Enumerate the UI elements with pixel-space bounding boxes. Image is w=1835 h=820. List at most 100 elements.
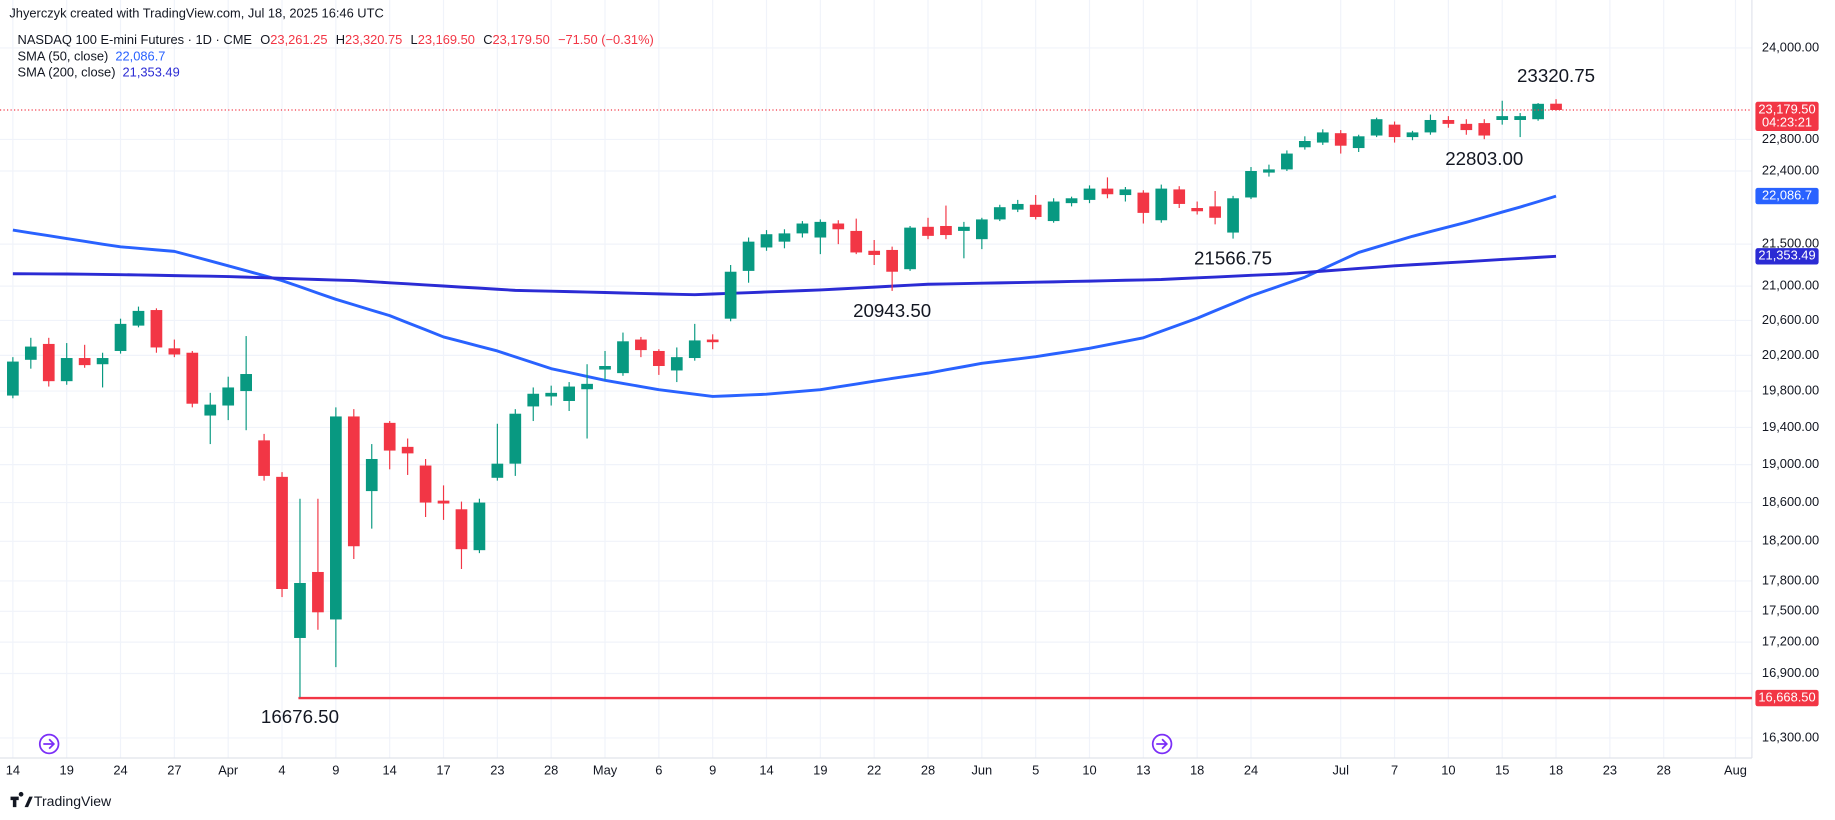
candle-body (24, 346, 37, 360)
symbol-legend: NASDAQ 100 E-mini Futures · 1D · CME O23… (18, 32, 654, 47)
ohlc-value: 23,261.25 (270, 32, 327, 47)
candle-body (186, 352, 199, 404)
sma-tag-label: 22,086.7 (1762, 188, 1812, 203)
x-tick-label: 10 (1082, 762, 1096, 777)
change: −71.50 (−0.31%) (558, 32, 654, 47)
y-tick-label: 16,300.00 (1762, 729, 1819, 744)
candle-body (724, 271, 737, 319)
x-tick-label: 15 (1495, 762, 1509, 777)
candle-body (527, 393, 540, 407)
y-tick-label: 20,600.00 (1762, 312, 1819, 327)
candle-body (778, 233, 791, 242)
candle-body (509, 413, 522, 464)
candle-body (760, 234, 773, 248)
x-tick-label: 23 (1603, 762, 1617, 777)
x-tick-label: 24 (113, 762, 127, 777)
candle-body (419, 465, 432, 503)
x-tick-label: 19 (60, 762, 74, 777)
sma-legend: SMA (50, close) 22,086.7 (18, 49, 166, 64)
candle-body (653, 350, 665, 367)
candle-body (1370, 119, 1383, 136)
candle-body (1011, 203, 1024, 210)
low-label: 20943.50 (853, 300, 931, 321)
y-tick-label: 19,000.00 (1762, 456, 1819, 471)
candle-body (473, 502, 486, 551)
candle-body (1496, 116, 1509, 120)
event-arrow (43, 738, 56, 750)
x-tick-label: 27 (167, 762, 181, 777)
event-marker[interactable] (38, 733, 60, 755)
candle-body (401, 446, 414, 454)
candle-body (742, 241, 755, 271)
sma-line (12, 254, 1557, 297)
candle-body (1227, 198, 1239, 233)
candle-body (1514, 116, 1527, 120)
candle-body (635, 339, 647, 351)
candle-body (1137, 192, 1150, 213)
ohlc-key: L (411, 32, 418, 47)
x-tick-label: 23 (490, 762, 504, 777)
y-tick-label: 19,800.00 (1762, 382, 1819, 397)
candle-body (670, 357, 683, 371)
candle-body (114, 323, 127, 351)
x-tick-label: 13 (1136, 762, 1150, 777)
candle-body (922, 226, 934, 236)
x-tick-label: 7 (1391, 762, 1398, 777)
candle-body (1209, 206, 1221, 218)
x-tick-label: 14 (6, 762, 20, 777)
candle-body (617, 341, 629, 374)
candle-body (1083, 188, 1096, 200)
x-tick-label: 6 (655, 762, 662, 777)
x-tick-label: 9 (332, 762, 339, 777)
x-tick-label: Jun (971, 762, 992, 777)
last-price-tag (1755, 101, 1819, 132)
candle-body (1065, 198, 1078, 204)
y-tick-label: 19,400.00 (1762, 419, 1819, 434)
candle-body (78, 358, 91, 366)
sma-legend: SMA (200, close) 21,353.49 (18, 65, 180, 80)
candle-body (7, 361, 19, 396)
y-tick-label: 17,200.00 (1762, 634, 1819, 649)
candle-body (940, 225, 952, 236)
sma-name: SMA (200, close) (18, 65, 116, 80)
candle-body (1155, 188, 1168, 221)
y-tick-label: 20,200.00 (1762, 347, 1819, 362)
y-tick-label: 17,800.00 (1762, 572, 1819, 587)
candle-body (312, 571, 324, 613)
candle-body (222, 387, 235, 406)
y-tick-label: 24,000.00 (1762, 39, 1819, 54)
candle-body (294, 582, 306, 638)
low-label: 21566.75 (1194, 248, 1272, 269)
candle-body (1119, 189, 1132, 196)
event-marker[interactable] (1151, 733, 1173, 755)
candle-body (1478, 123, 1491, 136)
candle-body (581, 383, 593, 390)
candle-body (1424, 119, 1437, 133)
candle-body (832, 223, 845, 230)
candle-body (1298, 140, 1311, 148)
y-tick-label: 21,000.00 (1762, 278, 1819, 293)
x-tick-label: Aug (1724, 762, 1747, 777)
x-tick-label: 28 (544, 762, 558, 777)
y-tick-label: 22,800.00 (1762, 131, 1819, 146)
symbol: NASDAQ 100 E-mini Futures · 1D · CME (18, 32, 253, 47)
level-tag (1755, 689, 1819, 707)
candle-body (563, 386, 575, 401)
candle-body (850, 230, 863, 253)
candle-body (96, 358, 109, 365)
candle-body (1532, 103, 1544, 120)
candle-body (168, 348, 181, 355)
low-label: 16676.50 (261, 706, 339, 727)
y-tick-label: 21,500.00 (1762, 236, 1819, 251)
high-label: 23320.75 (1517, 65, 1595, 86)
candle-body (1442, 119, 1455, 124)
candle-body (1173, 189, 1186, 204)
sma-tag (1755, 187, 1819, 205)
candle-body (132, 310, 145, 326)
x-tick-label: Apr (218, 762, 239, 777)
x-tick-label: 28 (921, 762, 935, 777)
candle-body (975, 219, 988, 240)
x-tick-label: 14 (759, 762, 773, 777)
